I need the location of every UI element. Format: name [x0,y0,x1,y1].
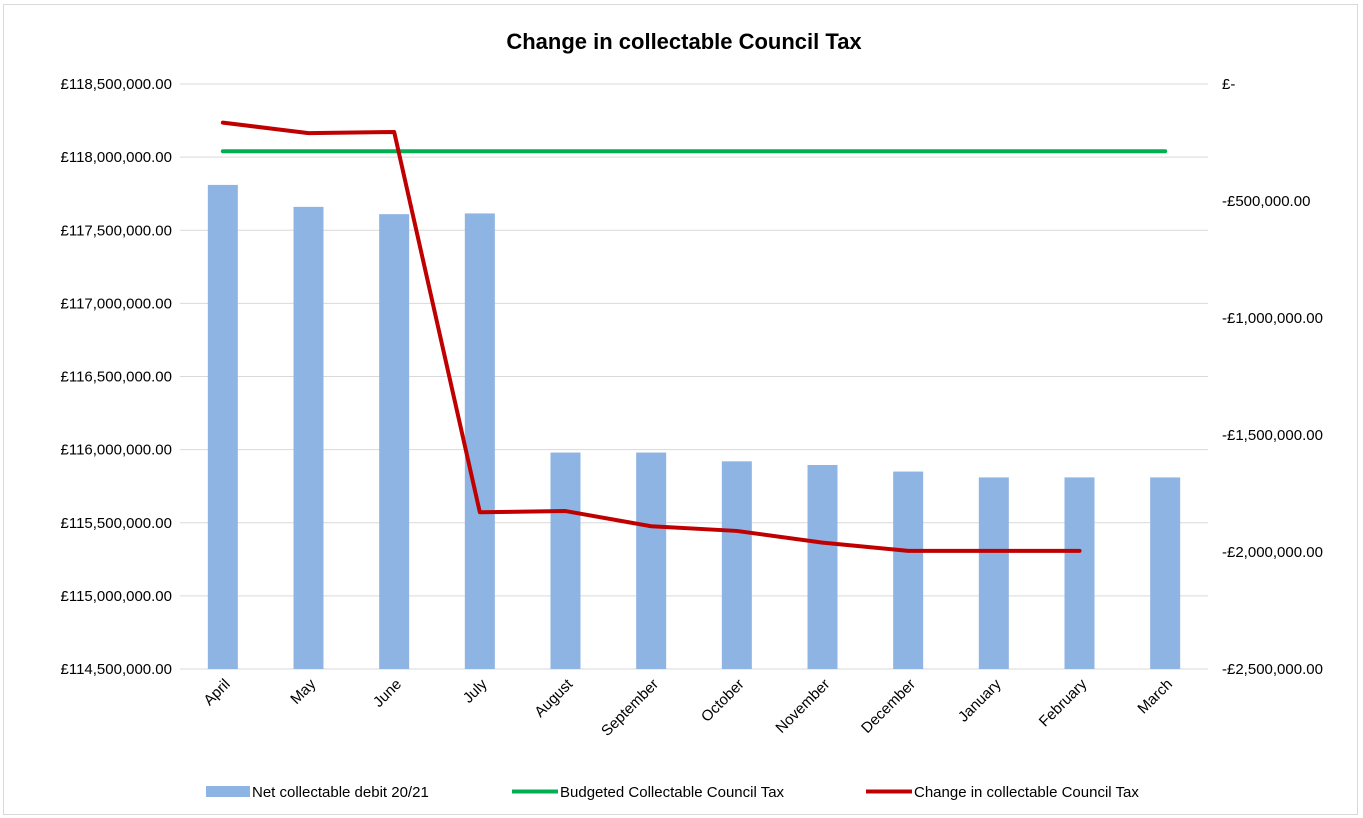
left-tick-label: £117,500,000.00 [61,222,173,239]
bar [293,206,324,669]
left-tick-label: £118,000,000.00 [61,149,173,166]
legend-label: Net collectable debit 20/21 [252,784,429,801]
bar [893,471,924,669]
right-tick-label: -£1,500,000.00 [1222,427,1323,444]
left-tick-label: £118,500,000.00 [61,76,173,93]
left-tick-label: £115,500,000.00 [61,515,173,532]
chart-title: Change in collectable Council Tax [506,29,862,54]
bar [379,214,410,669]
left-tick-label: £117,000,000.00 [61,295,173,312]
bar [978,477,1009,669]
bar-series [207,184,1181,669]
right-tick-label: -£1,000,000.00 [1222,310,1323,327]
legend-label: Change in collectable Council Tax [914,784,1139,801]
bar [807,464,838,669]
right-tick-label: -£2,500,000.00 [1222,661,1323,678]
right-axis-ticks: -£2,500,000.00 -£2,000,000.00 -£1,500,000.… [1222,76,1323,678]
bar [464,213,495,669]
bar [1064,477,1095,669]
bar [550,452,581,669]
right-tick-label: -£2,000,000.00 [1222,544,1323,561]
bar [1150,477,1181,669]
left-tick-label: £116,500,000.00 [61,369,173,386]
series-line-2 [220,120,1082,553]
bar [721,461,752,669]
left-tick-label: £114,500,000.00 [61,661,173,678]
right-tick-label: £- [1222,76,1235,93]
bar [636,452,667,669]
left-tick-label: £116,000,000.00 [61,442,173,459]
legend-label: Budgeted Collectable Council Tax [560,784,785,801]
legend-swatch [206,786,250,797]
legend: Net collectable debit 20/21 Budgeted Coll… [206,784,1139,801]
right-tick-label: -£500,000.00 [1222,193,1310,210]
gridlines [180,83,1208,670]
line-series [220,120,1168,553]
bar [207,184,238,669]
left-axis-ticks: £114,500,000.00 £115,000,000.00 £115,500,0… [61,76,173,678]
left-tick-label: £115,000,000.00 [61,588,173,605]
